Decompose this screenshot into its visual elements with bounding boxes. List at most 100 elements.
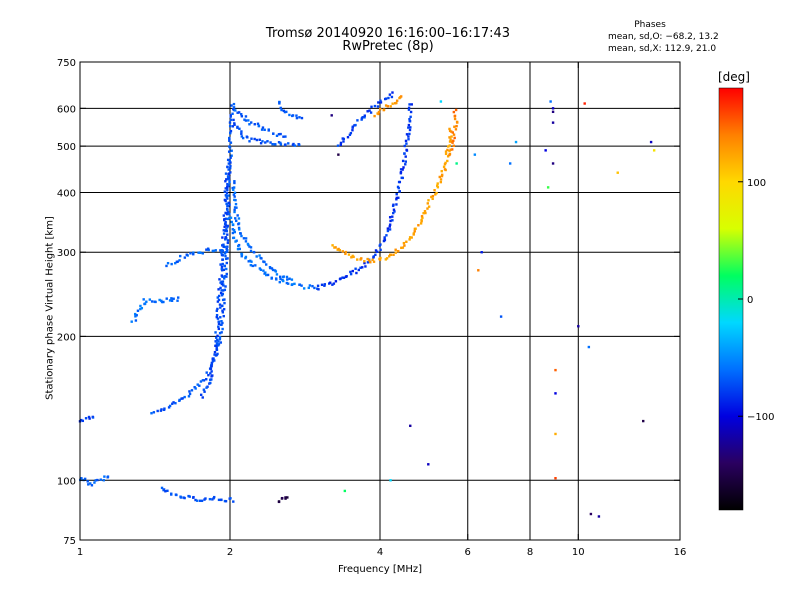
data-point — [215, 313, 219, 317]
data-point — [434, 193, 437, 196]
data-point — [246, 242, 250, 246]
data-point — [443, 162, 447, 166]
data-point — [148, 298, 152, 301]
data-point — [220, 253, 224, 257]
data-point — [229, 118, 233, 121]
phase-stats-x-mode: mean, sd,X: 112.9, 21.0 — [608, 44, 717, 54]
data-point — [222, 243, 225, 246]
data-point — [408, 236, 412, 239]
data-point — [230, 104, 233, 107]
colorbar-tick-label: 100 — [747, 178, 766, 189]
data-point — [392, 211, 395, 215]
data-point — [284, 135, 287, 138]
data-point — [372, 255, 375, 258]
data-point — [423, 210, 427, 213]
data-point — [208, 497, 212, 501]
data-point — [207, 248, 210, 252]
data-point — [232, 228, 236, 232]
data-point — [210, 361, 214, 365]
data-point — [236, 111, 239, 114]
data-point — [232, 188, 235, 192]
data-point — [285, 281, 289, 285]
data-point — [404, 139, 408, 143]
data-point — [225, 178, 228, 181]
data-point — [410, 103, 413, 106]
data-point — [413, 230, 416, 233]
data-point — [224, 229, 227, 232]
data-point — [240, 234, 243, 238]
data-point — [220, 294, 224, 297]
data-point — [392, 208, 396, 211]
data-point — [453, 117, 457, 121]
data-point — [293, 144, 297, 147]
data-point — [285, 110, 288, 114]
data-point — [102, 479, 105, 482]
data-point — [238, 228, 241, 231]
data-point — [397, 249, 400, 253]
data-point — [368, 109, 371, 112]
data-point — [278, 280, 281, 284]
data-point — [436, 186, 440, 189]
data-point — [225, 202, 228, 206]
data-point — [223, 218, 226, 221]
data-point — [265, 263, 268, 266]
data-point — [453, 125, 456, 128]
data-point — [215, 348, 218, 351]
data-point — [395, 196, 398, 200]
data-point — [363, 114, 366, 117]
data-point — [84, 417, 88, 420]
data-point — [232, 118, 235, 122]
data-point — [398, 180, 402, 184]
data-point — [229, 141, 233, 144]
data-point — [226, 175, 230, 178]
data-point — [391, 91, 394, 94]
data-point — [286, 496, 289, 499]
data-point — [237, 222, 240, 226]
data-point — [300, 116, 304, 120]
data-point — [207, 373, 210, 377]
data-point — [253, 123, 256, 126]
data-point — [399, 96, 402, 99]
data-point — [133, 312, 137, 316]
data-point — [223, 225, 226, 229]
data-point — [551, 107, 555, 110]
y-tick-label: 500 — [57, 142, 76, 153]
data-point — [331, 283, 334, 286]
data-point — [270, 277, 273, 280]
data-point — [247, 119, 250, 122]
data-point — [417, 224, 420, 227]
data-point — [342, 276, 346, 279]
data-point — [401, 246, 405, 249]
data-point — [93, 481, 96, 484]
data-point — [279, 106, 282, 110]
data-point — [225, 194, 228, 197]
data-point — [279, 275, 282, 278]
data-point — [448, 140, 452, 143]
data-point — [232, 102, 236, 106]
data-point — [228, 216, 231, 220]
data-point — [216, 307, 219, 311]
data-point — [546, 186, 550, 189]
data-point — [179, 254, 182, 258]
data-point — [399, 171, 403, 174]
data-point — [258, 267, 262, 270]
data-point — [344, 252, 347, 256]
data-point — [226, 205, 229, 208]
data-point — [258, 138, 261, 141]
y-tick-label: 200 — [57, 332, 76, 343]
data-point — [282, 135, 285, 138]
data-point — [347, 253, 351, 256]
data-point — [395, 198, 398, 201]
data-point — [171, 402, 174, 405]
data-point — [388, 255, 391, 258]
data-point — [642, 419, 645, 423]
data-point — [278, 100, 281, 104]
data-point — [266, 140, 269, 143]
data-point — [407, 108, 411, 111]
data-point — [176, 299, 179, 302]
data-point — [293, 282, 296, 286]
data-point — [232, 106, 236, 109]
data-point — [344, 250, 348, 254]
data-point — [427, 199, 430, 202]
data-point — [334, 246, 337, 249]
